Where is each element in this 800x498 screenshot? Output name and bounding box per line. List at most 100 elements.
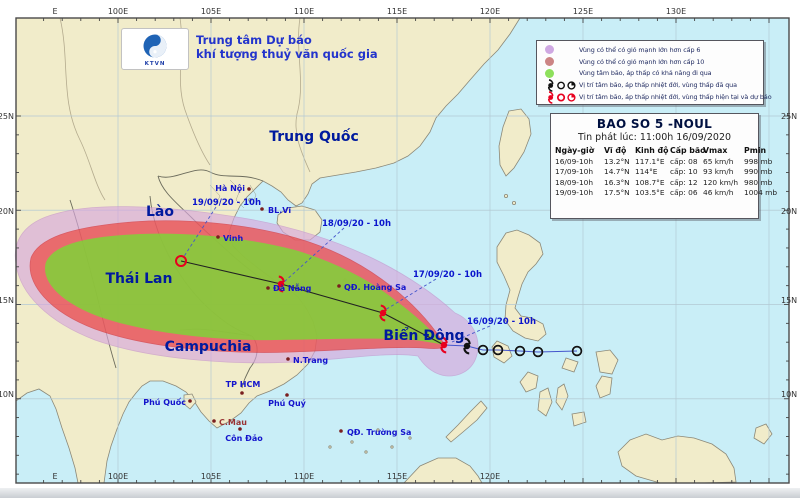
city-label-phuquy: Phú Quý: [268, 399, 307, 408]
past-symbols-icon: [547, 78, 576, 92]
city-label-tphcm: TP HCM: [226, 380, 261, 389]
legend-label: Vị trí tâm bão, áp thấp nhiệt đới, vùng …: [579, 93, 772, 102]
city-dot-tphcm: [240, 391, 244, 395]
forecast-depression-marker: [175, 255, 187, 267]
center-area-icon: [541, 68, 579, 78]
city-label-blvi: BL.Vĩ: [268, 206, 291, 215]
agency-name: Trung tâm Dự báo khí tượng thuỷ văn quốc…: [196, 33, 378, 61]
land-mindanao: [617, 433, 737, 484]
track-date-labels: 16/09/20 - 10h 17/09/20 - 10h 18/09/20 -…: [192, 198, 536, 327]
city-dot-condao: [238, 427, 242, 431]
table-cell: 998 mb: [744, 156, 773, 166]
islet-spratly: [350, 440, 354, 444]
city-label-nhatrang: N.Trang: [293, 356, 328, 365]
legend-label: Vị trí tâm bão, áp thấp nhiệt đới, vùng …: [579, 81, 737, 90]
city-markers: [188, 187, 343, 433]
legend-label: Vùng có thể có gió mạnh lớn hơn cấp 6: [579, 45, 701, 54]
land-masbate: [561, 357, 579, 373]
axis-label-top: 100E: [108, 7, 128, 16]
table-cell: 120 km/h: [703, 177, 739, 187]
track-label-16-09: 16/09/20 - 10h: [467, 317, 536, 327]
legend-row: Vùng có thể có gió mạnh lớn hơn cấp 6: [541, 44, 761, 56]
past-position-marker: [514, 345, 526, 357]
table-cell: cấp: 10: [670, 167, 698, 176]
table-cell: 114°E: [635, 167, 658, 176]
land-negros: [537, 387, 553, 417]
column-header: Cấp bão: [670, 146, 706, 155]
legend-row: Vùng tâm bão, áp thấp có khả năng đi qua: [541, 68, 761, 80]
land-samar: [595, 349, 619, 375]
table-cell: cấp: 08: [670, 156, 698, 166]
agency-logo-text: KTVN: [144, 61, 166, 67]
axis-label-bottom: 110E: [294, 472, 314, 481]
table-cell: 16.3°N: [604, 177, 630, 187]
islet: [503, 193, 508, 198]
track-label-17-09: 17/09/20 - 10h: [413, 270, 482, 280]
axis-label-top: 125E: [573, 7, 593, 16]
land-panay: [519, 371, 539, 393]
city-dot-truongsa: [339, 429, 343, 433]
wind6-area-icon: [541, 45, 579, 55]
table-cell: 18/09-10h: [555, 177, 594, 187]
storm-data-panel: BAO SO 5 -NOUL Tin phát lúc: 11:00h 16/0…: [550, 113, 777, 219]
city-label-truongsa: QĐ. Trường Sa: [347, 427, 411, 437]
storm-symbols-group: [175, 255, 583, 358]
islet-spratly: [328, 445, 332, 449]
land-leyte: [595, 375, 613, 399]
city-label-danang: Đà Nẵng: [273, 283, 312, 293]
city-label-condao: Côn Đảo: [225, 433, 263, 443]
column-header: Kinh độ: [635, 146, 669, 155]
axis-label-left: 15N: [0, 296, 14, 305]
table-cell: 14.7°N: [604, 167, 630, 176]
table-cell: 980 mb: [744, 177, 773, 187]
axis-label-bottom: 100E: [108, 472, 128, 481]
axis-labels: E 100E 105E 110E 115E 120E 125E 130E E 1…: [0, 7, 797, 481]
legend: Vùng có thể có gió mạnh lớn hơn cấp 6 Vù…: [536, 40, 772, 105]
forecast-symbols-icon: [547, 90, 576, 104]
storm-title: BAO SO 5 -NOUL: [596, 117, 713, 131]
islet: [248, 198, 252, 202]
column-header: Pmin: [744, 146, 767, 155]
agency-name-line2: khí tượng thuỷ văn quốc gia: [196, 46, 378, 61]
city-dot-vinh: [216, 235, 220, 239]
axis-label-left: 25N: [0, 112, 14, 121]
table-cell: 16/09-10h: [555, 156, 594, 166]
land-bohol: [571, 411, 587, 427]
table-cell: 17.5°N: [604, 188, 630, 197]
table-cell: 117.1°E: [635, 156, 665, 166]
legend-label: Vùng có thể có gió mạnh lớn hơn cấp 10: [579, 57, 705, 66]
axis-label-bottom: 120E: [480, 472, 500, 481]
city-label-vinh: Vinh: [223, 234, 243, 243]
islet-spratly: [390, 445, 394, 449]
city-dot-hoangsa: [337, 284, 341, 288]
legend-row: Vùng có thể có gió mạnh lớn hơn cấp 10: [541, 56, 761, 68]
islet-spratly: [364, 450, 368, 454]
table-cell: 65 km/h: [703, 156, 734, 166]
axis-label-top: 105E: [201, 7, 221, 16]
city-dot-blvi: [260, 207, 264, 211]
islet-spratly: [408, 436, 412, 440]
axis-label-top: 110E: [294, 7, 314, 16]
axis-label-right: 25N: [781, 112, 797, 121]
storm-issued-time: Tin phát lúc: 11:00h 16/09/2020: [577, 132, 732, 143]
city-label-camau: C.Mau: [219, 418, 247, 427]
table-cell: 1004 mb: [744, 188, 778, 197]
legend-label: Vùng tâm bão, áp thấp có khả năng đi qua: [579, 69, 712, 78]
past-position-marker: [571, 345, 583, 357]
axis-label-bottom: 115E: [387, 472, 407, 481]
axis-label-left: 10N: [0, 390, 14, 399]
legend-row: Vị trí tâm bão, áp thấp nhiệt đới, vùng …: [541, 90, 772, 104]
past-position-marker: [492, 344, 504, 356]
axis-label-left: 20N: [0, 207, 14, 216]
forecast-cone-group: [14, 206, 479, 377]
land-cebu: [555, 383, 569, 411]
axis-label-bottom: 105E: [201, 472, 221, 481]
land-luzon: [496, 229, 547, 342]
axis-label-right: 20N: [781, 207, 797, 216]
country-label-thailand: Thái Lan: [106, 271, 173, 287]
table-cell: 19/09-10h: [555, 188, 594, 197]
country-label-cambodia: Campuchia: [165, 339, 252, 355]
islet: [512, 200, 517, 205]
bottom-bar: [0, 488, 800, 498]
